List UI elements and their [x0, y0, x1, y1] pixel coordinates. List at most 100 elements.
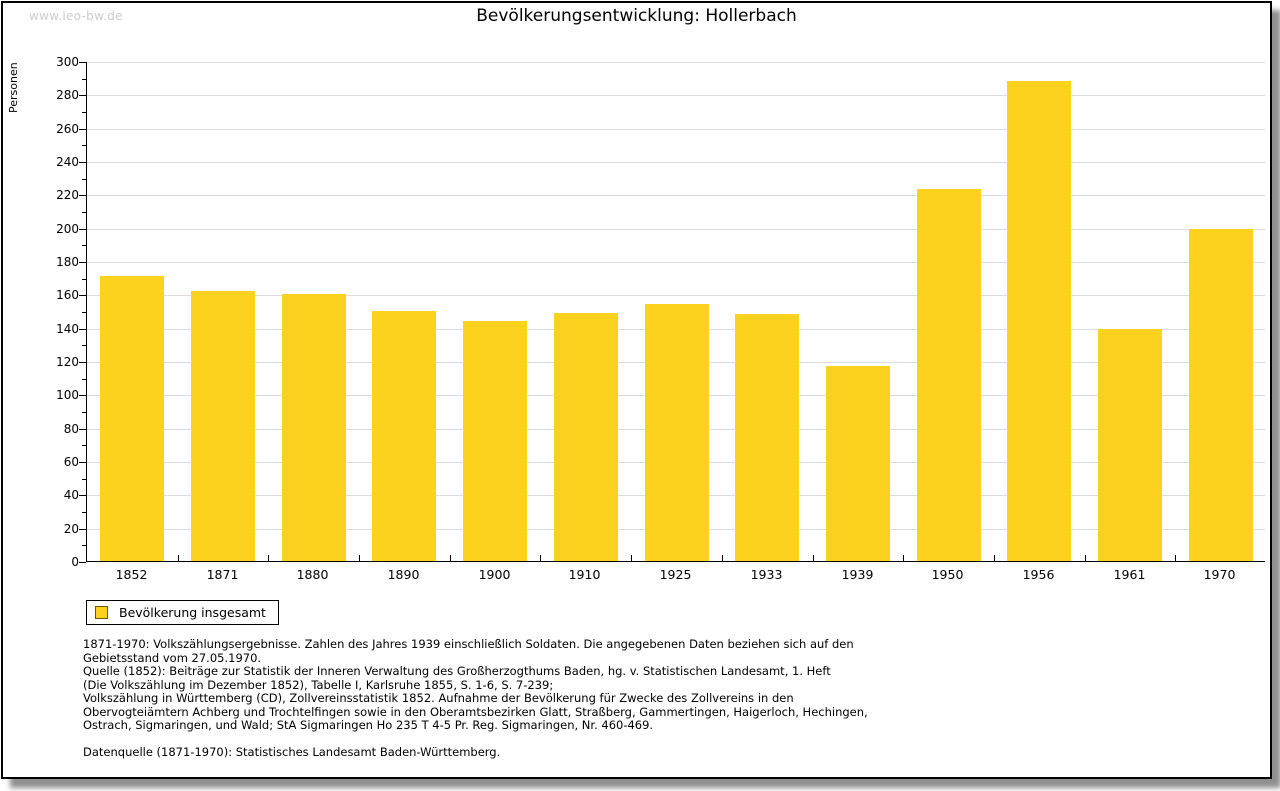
x-tick-2 [268, 555, 269, 561]
y-minor-tick-270 [82, 112, 86, 113]
y-minor-tick-290 [82, 79, 86, 80]
y-label-220: 220 [56, 188, 79, 202]
watermark-leo-bw: www.leo-bw.de [29, 9, 123, 23]
x-label-1871: 1871 [206, 567, 239, 582]
footer-line: Volkszählung in Württemberg (CD), Zollve… [83, 691, 794, 705]
x-label-1961: 1961 [1113, 567, 1146, 582]
y-minor-tick-150 [82, 312, 86, 313]
x-tick-6 [631, 555, 632, 561]
y-major-tick-240 [79, 162, 86, 163]
gridline-300 [87, 62, 1265, 63]
y-major-tick-300 [79, 62, 86, 63]
y-label-120: 120 [56, 355, 79, 369]
gridline-160 [87, 295, 1265, 296]
gridline-280 [87, 95, 1265, 96]
bar-1871 [191, 291, 255, 561]
y-label-0: 0 [71, 555, 79, 569]
y-minor-tick-90 [82, 412, 86, 413]
bar-1956 [1007, 81, 1071, 561]
legend-label: Bevölkerung insgesamt [119, 605, 266, 620]
gridline-220 [87, 195, 1265, 196]
x-label-1890: 1890 [387, 567, 420, 582]
gridline-240 [87, 162, 1265, 163]
x-label-1925: 1925 [659, 567, 692, 582]
source-notes: 1871-1970: Volkszählungsergebnisse. Zahl… [83, 637, 923, 760]
x-tick-10 [994, 555, 995, 561]
x-tick-8 [813, 555, 814, 561]
x-label-1933: 1933 [750, 567, 783, 582]
bar-1900 [463, 321, 527, 561]
footer-line: 1871-1970: Volkszählungsergebnisse. Zahl… [83, 637, 854, 651]
y-label-180: 180 [56, 255, 79, 269]
plot-area [79, 62, 1265, 563]
footer-line: Quelle (1852): Beiträge zur Statistik de… [83, 664, 831, 678]
y-label-280: 280 [56, 88, 79, 102]
bar-1933 [735, 314, 799, 561]
y-label-20: 20 [63, 522, 79, 536]
x-tick-11 [1085, 555, 1086, 561]
x-tick-3 [359, 555, 360, 561]
y-major-tick-0 [79, 562, 86, 563]
footer-line: Gebietsstand vom 27.05.1970. [83, 650, 262, 665]
x-label-1956: 1956 [1022, 567, 1055, 582]
y-major-tick-200 [79, 229, 86, 230]
x-label-1900: 1900 [478, 567, 511, 582]
y-major-tick-220 [79, 195, 86, 196]
y-minor-tick-10 [82, 545, 86, 546]
y-label-60: 60 [63, 455, 79, 469]
y-label-100: 100 [56, 388, 79, 402]
y-major-tick-140 [79, 329, 86, 330]
y-major-tick-280 [79, 95, 86, 96]
y-minor-tick-250 [82, 145, 86, 146]
bar-1852 [100, 276, 164, 561]
x-label-1970: 1970 [1203, 567, 1236, 582]
x-tick-1 [178, 555, 179, 561]
y-major-tick-120 [79, 362, 86, 363]
y-minor-tick-50 [82, 479, 86, 480]
y-minor-tick-210 [82, 212, 86, 213]
footer-line: (Die Volkszählung im Dezember 1852), Tab… [83, 677, 554, 692]
y-label-140: 140 [56, 322, 79, 336]
x-label-1910: 1910 [568, 567, 601, 582]
y-minor-tick-230 [82, 179, 86, 180]
y-label-40: 40 [63, 488, 79, 502]
y-minor-tick-170 [82, 279, 86, 280]
bar-1950 [917, 189, 981, 561]
y-label-80: 80 [63, 422, 79, 436]
legend-swatch-icon [95, 606, 108, 619]
bar-1890 [372, 311, 436, 561]
chart-panel: www.leo-bw.de Bevölkerungsentwicklung: H… [1, 1, 1272, 779]
bar-1925 [645, 304, 709, 561]
x-label-1880: 1880 [296, 567, 329, 582]
bar-1939 [826, 366, 890, 561]
y-major-tick-260 [79, 129, 86, 130]
x-label-1939: 1939 [841, 567, 874, 582]
y-major-tick-180 [79, 262, 86, 263]
gridline-260 [87, 129, 1265, 130]
x-tick-12 [1175, 555, 1176, 561]
bar-1880 [282, 294, 346, 561]
y-major-tick-20 [79, 529, 86, 530]
y-label-300: 300 [56, 55, 79, 69]
gridline-200 [87, 229, 1265, 230]
y-minor-tick-30 [82, 512, 86, 513]
x-label-1950: 1950 [931, 567, 964, 582]
y-minor-tick-110 [82, 379, 86, 380]
legend: Bevölkerung insgesamt [86, 600, 279, 625]
y-label-200: 200 [56, 222, 79, 236]
x-tick-7 [722, 555, 723, 561]
y-minor-tick-130 [82, 345, 86, 346]
y-axis-title: Personen [7, 62, 20, 113]
footer-datasource-line: Datenquelle (1871-1970): Statistisches L… [83, 745, 501, 759]
y-label-240: 240 [56, 155, 79, 169]
y-major-tick-60 [79, 462, 86, 463]
footer-line: Ostrach, Sigmaringen, und Wald; StA Sigm… [83, 718, 654, 732]
x-label-1852: 1852 [115, 567, 148, 582]
y-major-tick-80 [79, 429, 86, 430]
y-label-160: 160 [56, 288, 79, 302]
y-minor-tick-190 [82, 245, 86, 246]
gridline-180 [87, 262, 1265, 263]
y-major-tick-160 [79, 295, 86, 296]
x-tick-9 [903, 555, 904, 561]
page-title: Bevölkerungsentwicklung: Hollerbach [476, 6, 797, 26]
